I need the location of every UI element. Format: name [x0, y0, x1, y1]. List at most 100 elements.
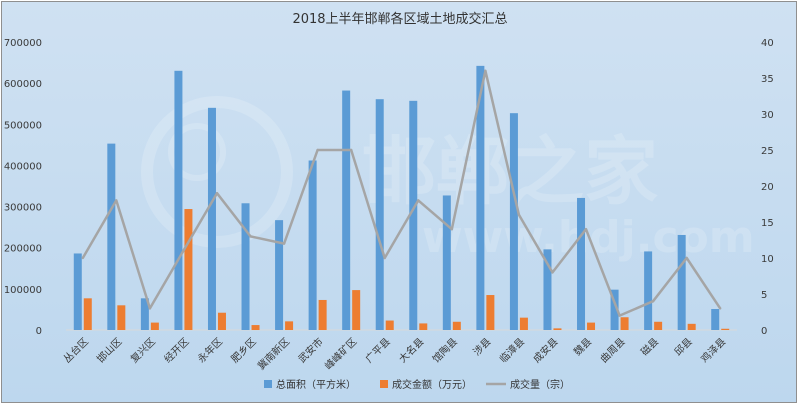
area-bar: [73, 253, 82, 330]
volume-point: [81, 256, 84, 260]
volume-point: [215, 192, 219, 195]
amount-bar: [318, 299, 327, 330]
volume-point: [517, 213, 521, 216]
left-tick-label: 0: [36, 326, 42, 337]
volume-point: [383, 256, 386, 260]
right-tick-label: 25: [761, 146, 774, 157]
volume-point: [618, 314, 621, 317]
right-axis: 0 5 10 15 20 25 30 35 40: [761, 38, 774, 337]
chart-title: 2018上半年邯郸各区域土地成交汇总: [292, 11, 507, 27]
x-tick-label: 武安市: [295, 335, 325, 365]
volume-point: [316, 148, 319, 152]
x-tick-label: 成安县: [530, 335, 560, 365]
legend-label: 成交金额（万元）: [392, 378, 472, 391]
x-tick-label: 大名县: [396, 335, 426, 365]
bar-series: [73, 65, 730, 331]
x-tick-label: 临漳县: [497, 335, 527, 365]
area-bar: [107, 143, 116, 330]
x-tick-label: 磁县: [638, 335, 661, 358]
x-tick-label: 馆陶县: [430, 335, 460, 365]
amount-bar: [654, 321, 663, 330]
volume-point: [719, 307, 722, 310]
x-tick-label: 广平县: [363, 336, 393, 366]
amount-bar: [385, 320, 394, 330]
area-bar: [275, 220, 284, 330]
x-tick-label: 涉县: [470, 335, 493, 358]
area-bar: [644, 251, 653, 330]
amount-bar: [83, 298, 92, 330]
volume-point: [685, 256, 688, 260]
amount-bar: [721, 328, 730, 330]
amount-bar: [419, 323, 428, 330]
area-bar: [375, 99, 384, 330]
volume-point: [115, 199, 118, 202]
area-bar: [610, 289, 619, 330]
volume-point: [417, 199, 420, 202]
area-bar: [207, 107, 216, 330]
right-tick-label: 30: [761, 110, 774, 121]
x-tick-label: 丛台区: [60, 335, 90, 365]
left-tick-label: 500000: [4, 120, 42, 131]
area-bar: [308, 160, 317, 330]
line-series: [81, 69, 722, 317]
amount-bar: [150, 322, 159, 330]
volume-point: [551, 271, 554, 274]
right-tick-label: 15: [761, 218, 774, 229]
left-tick-label: 600000: [4, 79, 42, 90]
amount-bar: [251, 325, 260, 330]
x-tick-label: 永年区: [195, 335, 225, 365]
right-tick-label: 40: [761, 38, 774, 49]
left-tick-label: 300000: [4, 203, 42, 214]
x-tick-label: 峰峰矿区: [322, 335, 359, 372]
area-bar: [409, 100, 418, 330]
x-tick-label: 曲周县: [598, 336, 628, 366]
legend-label: 总面积（平方米）: [276, 378, 356, 391]
legend-label: 成交量（宗）: [510, 378, 570, 391]
volume-point: [651, 300, 655, 303]
volume-point: [349, 148, 353, 152]
amount-bar: [486, 295, 495, 330]
amount-bar: [687, 323, 696, 330]
volume-point: [484, 69, 487, 73]
amount-bar: [587, 322, 596, 330]
right-tick-label: 35: [761, 74, 774, 85]
legend: 总面积（平方米） 成交金额（万元） 成交量（宗）: [264, 378, 570, 391]
amount-bar: [452, 321, 461, 330]
area-bar: [509, 113, 518, 330]
area-bar: [577, 197, 586, 330]
x-tick-label: 魏县: [571, 335, 594, 358]
x-tick-label: 鸡泽县: [698, 335, 728, 365]
right-tick-label: 20: [761, 182, 774, 193]
amount-bar: [620, 317, 629, 330]
volume-point: [182, 249, 185, 252]
right-tick-label: 5: [761, 290, 767, 301]
volume-point: [450, 228, 454, 231]
legend-swatch: [380, 380, 388, 388]
amount-bar: [553, 328, 562, 330]
left-tick-label: 100000: [4, 285, 42, 296]
x-tick-label: 复兴区: [128, 335, 158, 365]
right-tick-label: 0: [761, 326, 767, 337]
x-tick-label: 邱县: [671, 335, 694, 358]
x-tick-label: 经开区: [161, 335, 191, 365]
area-bar: [342, 90, 351, 330]
area-bar: [442, 195, 451, 330]
x-tick-label: 邯山区: [94, 335, 124, 365]
volume-point: [148, 307, 152, 310]
area-bar: [241, 203, 250, 330]
amount-bar: [117, 305, 126, 330]
area-bar: [174, 70, 183, 331]
amount-bar: [352, 290, 361, 330]
area-bar: [711, 309, 720, 330]
area-bar: [677, 234, 686, 330]
volume-point: [249, 235, 252, 238]
amount-bar: [217, 312, 226, 330]
amount-bar: [184, 209, 193, 330]
right-tick-label: 10: [761, 254, 774, 265]
volume-line: [81, 69, 722, 317]
left-tick-label: 400000: [4, 161, 42, 172]
area-bar: [140, 298, 149, 330]
